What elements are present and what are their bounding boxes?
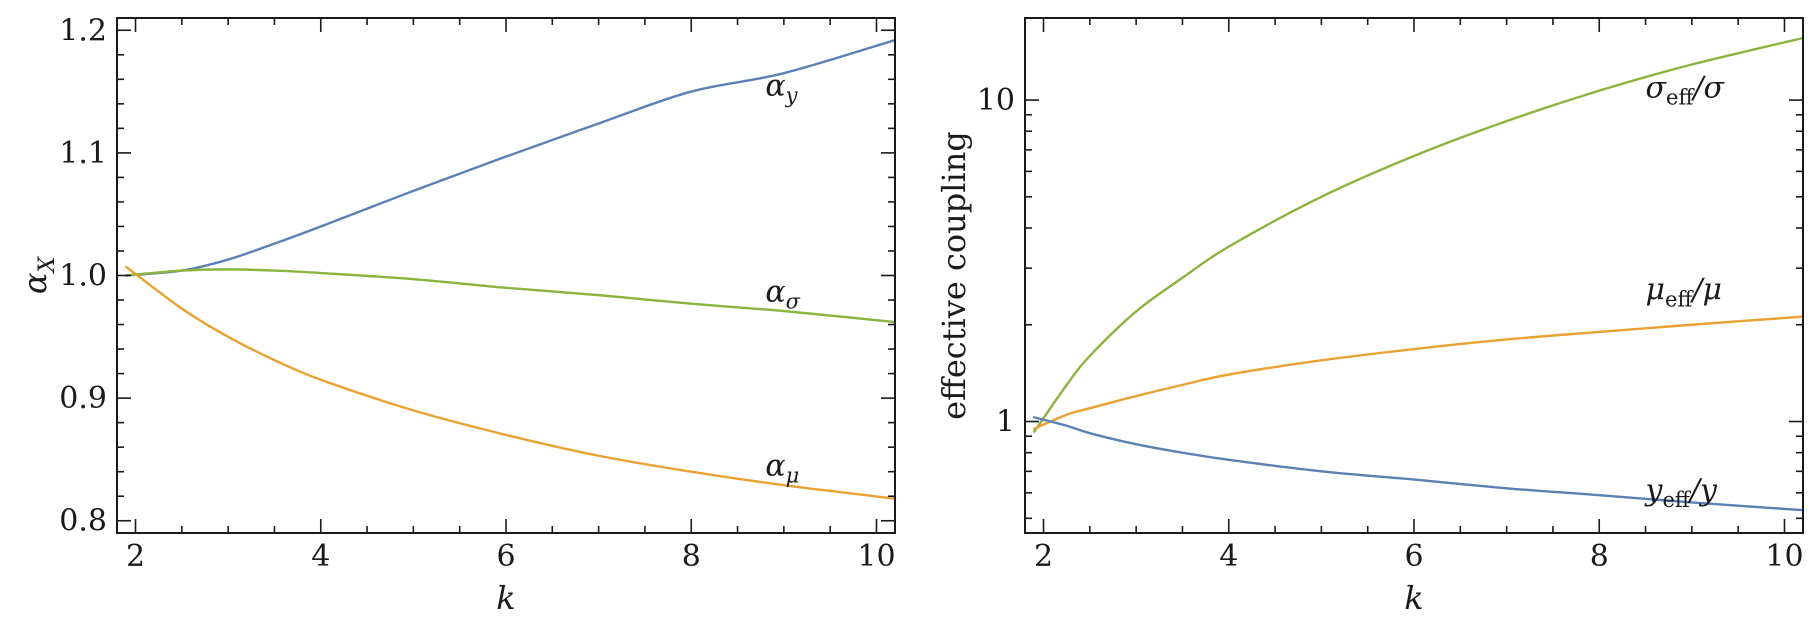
x-tick-label: 10 — [857, 539, 895, 574]
left-panel-alpha-x: 2 4 6 8 10 0.8 0.9 1.0 1.1 1.2 k αX αy ασ αμ — [16, 13, 896, 617]
y-tick-label: 1.0 — [59, 259, 107, 294]
x-tick-label: 6 — [496, 539, 515, 574]
series-label-mu_eff: μeff/μ — [1646, 272, 1722, 311]
series-label-sigma_eff: σeff/σ — [1646, 70, 1726, 109]
y-tick-label: 1 — [996, 405, 1015, 440]
series-label-alpha_y: αy — [765, 68, 798, 107]
y-tick-label: 0.9 — [59, 381, 107, 416]
curve-alpha_y — [125, 38, 895, 277]
ticks — [1025, 18, 1803, 533]
series-label-alpha_sigma: ασ — [765, 274, 800, 313]
curve-alpha_mu — [125, 265, 895, 500]
x-tick-label: 8 — [1590, 539, 1609, 574]
y-tick-label: 1.1 — [59, 136, 107, 171]
curve-mu_eff — [1033, 315, 1803, 430]
x-tick-label: 6 — [1404, 539, 1423, 574]
y-tick-label: 10 — [977, 83, 1015, 118]
y-axis-label: αX — [16, 256, 60, 295]
x-tick-label: 2 — [1034, 539, 1053, 574]
x-tick-label: 10 — [1765, 539, 1803, 574]
x-tick-label: 8 — [682, 539, 701, 574]
right-panel-effective-coupling: 2 4 6 8 10 1 10 k effective coupling σeff/σ μeff/μ… — [935, 17, 1804, 617]
ticks — [117, 18, 895, 533]
x-tick-label: 2 — [126, 539, 145, 574]
curves — [1033, 36, 1803, 512]
x-tick-label: 4 — [1219, 539, 1238, 574]
series-label-y_eff: yeff/y — [1644, 473, 1718, 512]
y-tick-label: 1.2 — [59, 13, 107, 48]
y-tick-label: 0.8 — [59, 504, 107, 539]
y-axis-label: effective coupling — [935, 131, 973, 420]
curve-sigma_eff — [1033, 36, 1803, 433]
x-axis-label: k — [496, 579, 515, 617]
x-axis-label: k — [1404, 579, 1423, 617]
series-label-alpha_mu: αμ — [765, 448, 799, 487]
x-tick-label: 4 — [311, 539, 330, 574]
curve-alpha_sigma — [125, 268, 895, 324]
curves — [125, 38, 895, 500]
curve-y_eff — [1033, 416, 1803, 512]
